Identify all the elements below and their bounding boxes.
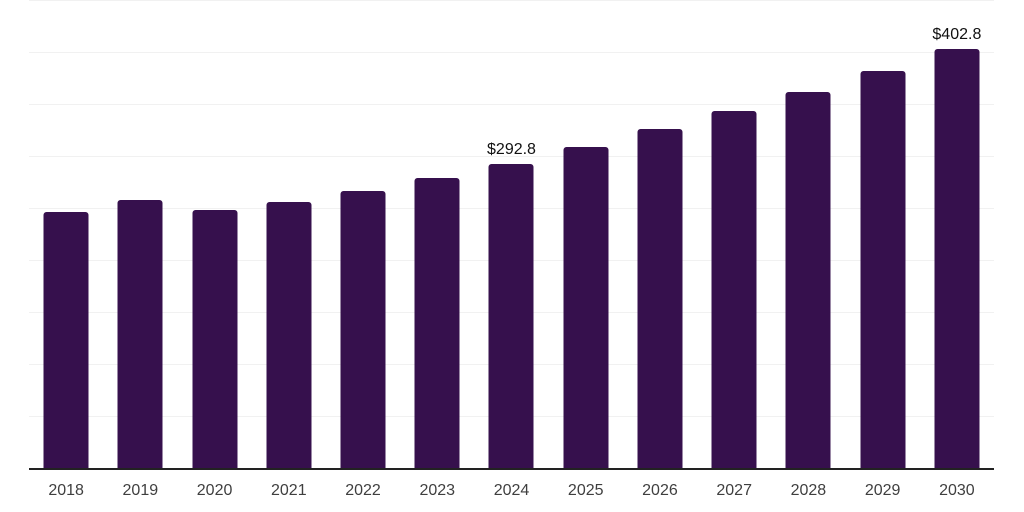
bar-2018[interactable] bbox=[43, 211, 89, 468]
x-axis-tick-labels: 2018 2019 2020 2021 2022 2023 2024 2025 2026 2027… bbox=[29, 481, 994, 501]
bar-slot-2023 bbox=[400, 0, 474, 468]
x-tick-2027: 2027 bbox=[716, 482, 752, 499]
bar-2023[interactable] bbox=[414, 177, 460, 468]
bar-2021[interactable] bbox=[266, 202, 312, 468]
gridline-350 bbox=[29, 104, 994, 105]
bar-2027[interactable] bbox=[711, 110, 757, 468]
bar-slot-2024: $292.8 bbox=[474, 0, 548, 468]
data-label-2030: $402.8 bbox=[932, 26, 982, 44]
bar-slot-2021 bbox=[252, 0, 326, 468]
x-tick-2021: 2021 bbox=[271, 482, 307, 499]
bar-2022[interactable] bbox=[340, 191, 386, 468]
bar-slot-2029 bbox=[846, 0, 920, 468]
data-label-2024: $292.8 bbox=[487, 140, 536, 158]
bar-2019[interactable] bbox=[117, 200, 163, 468]
bar-2025[interactable] bbox=[563, 146, 609, 468]
x-tick-2026: 2026 bbox=[642, 482, 678, 499]
x-axis-line bbox=[29, 468, 994, 470]
x-tick-2019: 2019 bbox=[122, 482, 159, 499]
bar-slot-2026 bbox=[623, 0, 697, 468]
bar-2030[interactable] bbox=[934, 49, 980, 468]
x-tick-2028: 2028 bbox=[790, 482, 827, 499]
bar-slot-2019 bbox=[103, 0, 177, 468]
x-tick-2020: 2020 bbox=[196, 482, 233, 499]
bar-2026[interactable] bbox=[637, 128, 683, 468]
x-tick-2022: 2022 bbox=[345, 482, 381, 499]
bar-slot-2025 bbox=[549, 0, 623, 468]
bar-2024[interactable] bbox=[488, 163, 534, 468]
bar-2029[interactable] bbox=[860, 71, 906, 468]
bar-slot-2027 bbox=[697, 0, 771, 468]
gridline-300 bbox=[29, 156, 994, 157]
x-tick-2029: 2029 bbox=[864, 482, 901, 499]
x-tick-2018: 2018 bbox=[48, 482, 84, 499]
bar-slot-2020 bbox=[177, 0, 251, 468]
x-tick-2024: 2024 bbox=[493, 482, 530, 499]
gridline-400 bbox=[29, 52, 994, 53]
bar-slot-2028 bbox=[771, 0, 845, 468]
gridline-450 bbox=[29, 0, 994, 1]
bar-slot-2030: $402.8 bbox=[920, 0, 994, 468]
bar-2028[interactable] bbox=[785, 91, 831, 468]
bar-slot-2022 bbox=[326, 0, 400, 468]
x-tick-2025: 2025 bbox=[567, 482, 604, 499]
x-tick-2030: 2030 bbox=[939, 482, 975, 499]
plot-area: $292.8 $402.8 bbox=[29, 0, 994, 470]
bar-slot-2018 bbox=[29, 0, 103, 468]
x-tick-2023: 2023 bbox=[419, 482, 456, 499]
bar-2020[interactable] bbox=[192, 209, 238, 468]
